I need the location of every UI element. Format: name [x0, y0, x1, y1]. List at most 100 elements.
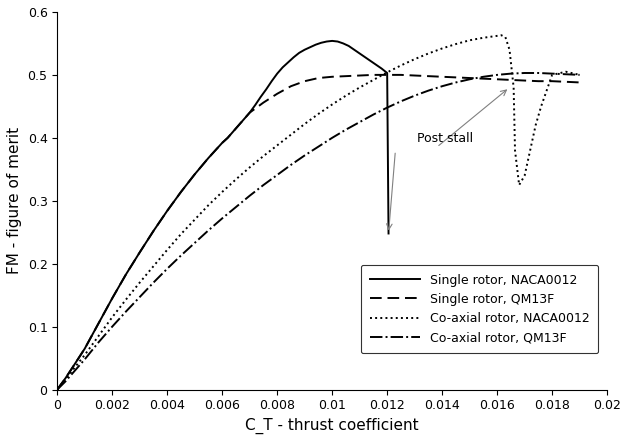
- Y-axis label: FM - figure of merit: FM - figure of merit: [7, 127, 22, 274]
- Single rotor, NACA0012: [70, 363, 77, 368]
- Co-axial rotor, NACA0012: [53, 387, 61, 392]
- Single rotor, QM13F: [328, 74, 336, 79]
- Single rotor, QM13F: [81, 346, 89, 351]
- Single rotor, QM13F: [301, 78, 308, 84]
- Single rotor, QM13F: [219, 140, 226, 146]
- Co-axial rotor, QM13F: [259, 183, 267, 188]
- Single rotor, QM13F: [122, 272, 130, 277]
- Single rotor, NACA0012: [350, 47, 358, 52]
- Co-axial rotor, NACA0012: [532, 123, 539, 128]
- Co-axial rotor, QM13F: [370, 112, 377, 117]
- Co-axial rotor, NACA0012: [452, 41, 460, 47]
- Single rotor, QM13F: [95, 321, 102, 326]
- Single rotor, QM13F: [235, 123, 242, 128]
- Single rotor, QM13F: [562, 79, 570, 85]
- Single rotor, QM13F: [507, 77, 515, 82]
- Single rotor, NACA0012: [273, 71, 281, 76]
- Single rotor, NACA0012: [122, 272, 130, 277]
- Co-axial rotor, QM13F: [62, 379, 69, 384]
- Co-axial rotor, QM13F: [301, 153, 308, 158]
- Single rotor, NACA0012: [378, 66, 386, 71]
- Single rotor, NACA0012: [268, 78, 276, 84]
- Co-axial rotor, NACA0012: [246, 165, 254, 170]
- Single rotor, NACA0012: [251, 102, 259, 108]
- Co-axial rotor, NACA0012: [81, 352, 89, 358]
- Co-axial rotor, NACA0012: [62, 377, 69, 382]
- Co-axial rotor, NACA0012: [548, 72, 556, 78]
- Single rotor, NACA0012: [306, 45, 314, 50]
- Co-axial rotor, QM13F: [177, 253, 185, 258]
- Co-axial rotor, QM13F: [425, 88, 432, 93]
- Co-axial rotor, QM13F: [232, 205, 240, 210]
- Single rotor, NACA0012: [53, 387, 61, 392]
- Co-axial rotor, QM13F: [521, 71, 528, 76]
- Co-axial rotor, NACA0012: [95, 333, 102, 339]
- Co-axial rotor, QM13F: [246, 193, 254, 198]
- Co-axial rotor, NACA0012: [506, 47, 513, 52]
- Single rotor, QM13F: [246, 110, 254, 115]
- Single rotor, QM13F: [229, 129, 237, 134]
- Single rotor, QM13F: [521, 78, 528, 83]
- Co-axial rotor, QM13F: [383, 105, 391, 110]
- Co-axial rotor, QM13F: [452, 80, 460, 85]
- Co-axial rotor, QM13F: [397, 99, 404, 104]
- Single rotor, NACA0012: [235, 123, 242, 128]
- Single rotor, NACA0012: [356, 51, 364, 56]
- Single rotor, QM13F: [480, 76, 487, 81]
- Single rotor, QM13F: [397, 72, 404, 78]
- Co-axial rotor, NACA0012: [383, 70, 391, 75]
- Co-axial rotor, NACA0012: [191, 217, 198, 222]
- Single rotor, NACA0012: [246, 110, 254, 115]
- Single rotor, QM13F: [342, 74, 350, 79]
- Single rotor, NACA0012: [339, 41, 347, 46]
- Single rotor, QM13F: [370, 72, 377, 78]
- Co-axial rotor, QM13F: [122, 309, 130, 314]
- Single rotor, NACA0012: [257, 94, 264, 100]
- Text: Post stall: Post stall: [418, 132, 474, 146]
- Co-axial rotor, QM13F: [273, 172, 281, 178]
- Single rotor, NACA0012: [345, 43, 352, 49]
- Co-axial rotor, QM13F: [576, 72, 583, 78]
- Co-axial rotor, NACA0012: [219, 189, 226, 194]
- Single rotor, NACA0012: [149, 228, 157, 234]
- Single rotor, QM13F: [163, 208, 171, 213]
- Single rotor, NACA0012: [177, 189, 185, 194]
- Co-axial rotor, QM13F: [81, 357, 89, 362]
- Single rotor, NACA0012: [361, 55, 369, 60]
- Co-axial rotor, NACA0012: [497, 33, 505, 38]
- Single rotor, QM13F: [425, 74, 432, 79]
- Co-axial rotor, QM13F: [342, 127, 350, 132]
- Co-axial rotor, NACA0012: [356, 85, 364, 90]
- Single rotor, NACA0012: [205, 155, 212, 161]
- Co-axial rotor, NACA0012: [301, 121, 308, 127]
- Single rotor, NACA0012: [385, 231, 392, 236]
- Single rotor, NACA0012: [109, 295, 116, 301]
- Single rotor, QM13F: [62, 376, 69, 381]
- Co-axial rotor, NACA0012: [510, 85, 517, 90]
- Co-axial rotor, QM13F: [205, 228, 212, 233]
- Line: Single rotor, QM13F: Single rotor, QM13F: [57, 75, 580, 389]
- Co-axial rotor, QM13F: [163, 266, 171, 271]
- Co-axial rotor, QM13F: [136, 295, 143, 300]
- Single rotor, QM13F: [383, 72, 391, 78]
- Co-axial rotor, NACA0012: [521, 173, 528, 178]
- Single rotor, NACA0012: [290, 55, 298, 60]
- X-axis label: C_T - thrust coefficient: C_T - thrust coefficient: [246, 418, 419, 434]
- Co-axial rotor, NACA0012: [287, 132, 295, 137]
- Co-axial rotor, QM13F: [534, 71, 542, 76]
- Single rotor, NACA0012: [323, 39, 330, 44]
- Co-axial rotor, NACA0012: [136, 280, 143, 285]
- Single rotor, NACA0012: [367, 58, 374, 64]
- Co-axial rotor, NACA0012: [328, 102, 336, 107]
- Co-axial rotor, QM13F: [507, 71, 515, 76]
- Single rotor, QM13F: [356, 73, 364, 78]
- Co-axial rotor, QM13F: [562, 71, 570, 77]
- Single rotor, QM13F: [241, 116, 248, 122]
- Co-axial rotor, QM13F: [466, 77, 474, 82]
- Single rotor, QM13F: [315, 75, 322, 81]
- Single rotor, NACA0012: [81, 346, 89, 351]
- Co-axial rotor, QM13F: [95, 340, 102, 345]
- Single rotor, QM13F: [177, 189, 185, 194]
- Single rotor, QM13F: [494, 77, 501, 82]
- Single rotor, QM13F: [109, 295, 116, 301]
